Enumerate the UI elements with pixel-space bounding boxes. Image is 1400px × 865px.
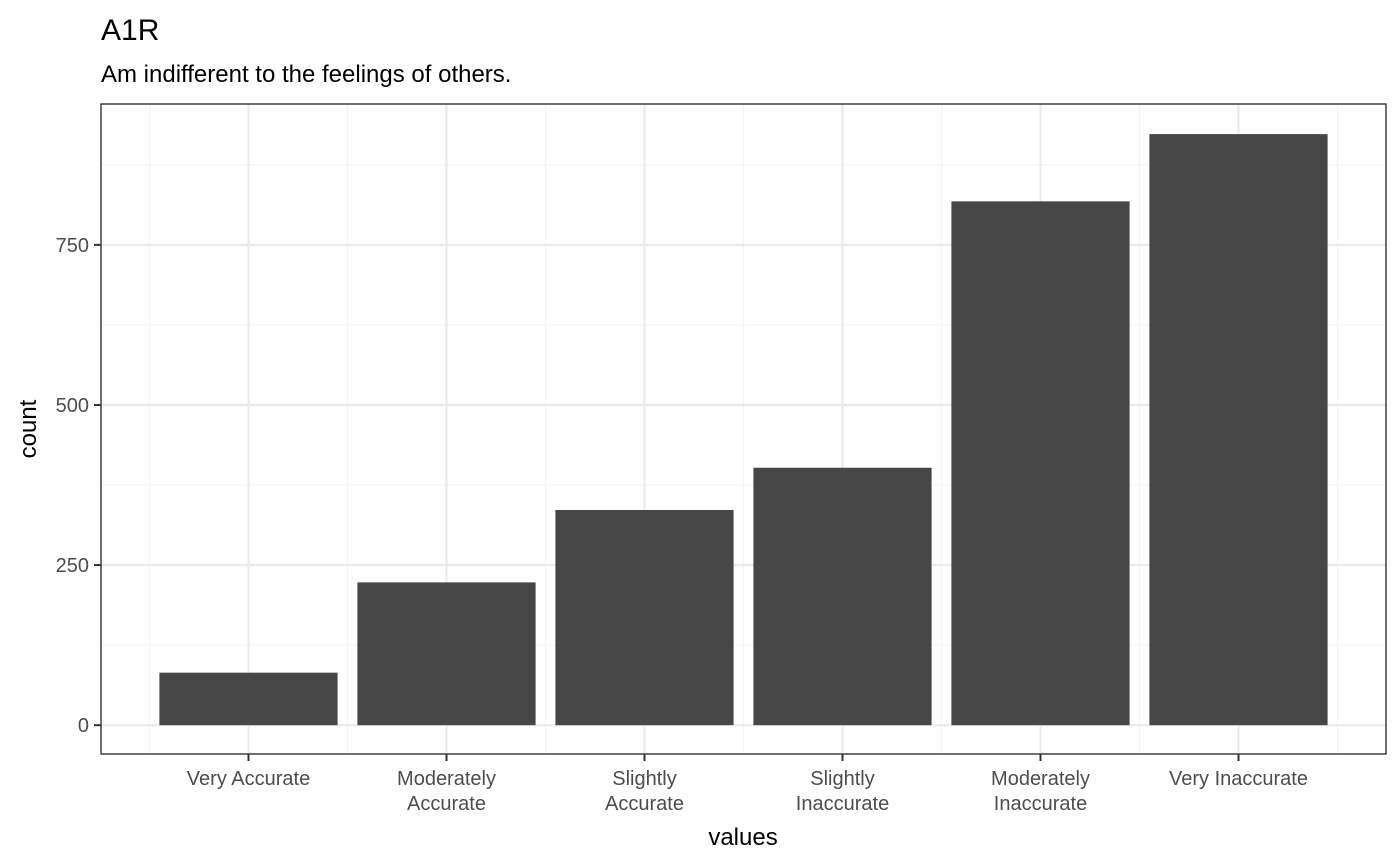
x-tick-label: Slightly [810,768,874,790]
chart-title: A1R [101,14,159,47]
bar [357,582,536,726]
x-tick-label: Inaccurate [796,793,889,815]
bar [159,672,338,726]
y-tick-label: 750 [56,235,89,257]
axes: 0 250 500 750 Very Accurate Moderately Accurat… [56,235,1308,815]
y-tick-label: 500 [56,395,89,417]
x-tick-label: Very Accurate [187,768,310,790]
bar [951,201,1130,726]
x-tick-label: Moderately [397,768,496,790]
chart-subtitle: Am indifferent to the feelings of others… [101,61,511,88]
bar [753,467,932,726]
bar [1149,134,1328,726]
x-axis-title: values [708,824,777,851]
bar [555,510,734,726]
y-tick-label: 0 [78,715,89,737]
x-tick-label: Slightly [612,768,676,790]
x-tick-label: Moderately [991,768,1090,790]
y-tick-label: 250 [56,555,89,577]
bars [159,134,1328,726]
y-axis-title: count [15,399,42,458]
x-tick-label: Very Inaccurate [1169,768,1308,790]
x-tick-label: Inaccurate [994,793,1087,815]
x-tick-label: Accurate [407,793,486,815]
panel-border [100,103,1387,755]
x-tick-label: Accurate [605,793,684,815]
